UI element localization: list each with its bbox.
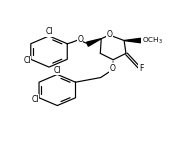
Polygon shape <box>87 39 101 46</box>
Text: Cl: Cl <box>54 66 61 75</box>
Text: Cl: Cl <box>45 27 53 36</box>
Text: Cl: Cl <box>32 95 39 104</box>
Text: Cl: Cl <box>23 56 31 65</box>
Text: O: O <box>110 64 116 73</box>
Text: O: O <box>77 35 83 44</box>
Text: F: F <box>139 64 143 72</box>
Text: OCH$_3$: OCH$_3$ <box>141 35 163 46</box>
Polygon shape <box>124 38 141 43</box>
Text: O: O <box>106 30 112 39</box>
